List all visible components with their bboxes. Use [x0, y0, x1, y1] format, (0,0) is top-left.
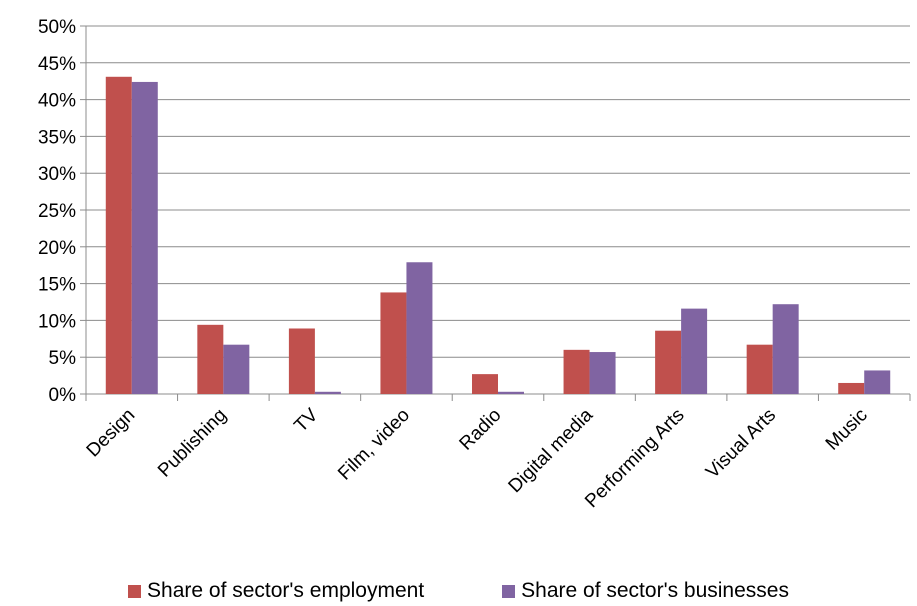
- y-tick-label: 15%: [38, 275, 76, 296]
- y-tick-label: 25%: [38, 201, 76, 222]
- x-category-label: Performing Arts: [581, 405, 688, 512]
- x-category-label: Radio: [456, 405, 506, 455]
- bar-businesses: [314, 391, 341, 394]
- bar-employment: [563, 349, 590, 394]
- legend-item-businesses: Share of sector's businesses: [502, 578, 789, 604]
- y-tick-label: 5%: [49, 348, 77, 369]
- bar-businesses: [406, 262, 433, 394]
- y-tick-label: 10%: [38, 311, 76, 332]
- y-tick-label: 20%: [38, 238, 76, 259]
- x-category-label: TV: [290, 404, 322, 436]
- x-category-label: Visual Arts: [702, 405, 780, 483]
- bar-businesses: [131, 81, 158, 394]
- legend-label-employment: Share of sector's employment: [147, 579, 425, 602]
- bar-chart: 0% 5% 10% 15% 20% 25% 30% 35% 40% 45% 50% Design Pub…: [38, 17, 911, 512]
- bar-employment: [655, 330, 682, 394]
- x-category-label: Film, video: [334, 405, 414, 485]
- y-tick-label: 50%: [38, 17, 76, 38]
- legend-label-businesses: Share of sector's businesses: [521, 579, 789, 602]
- x-category-label: Music: [822, 405, 872, 455]
- y-tick-label: 30%: [38, 164, 76, 185]
- legend-swatch-employment: [128, 584, 142, 598]
- bar-businesses: [223, 344, 250, 394]
- legend-swatch-businesses: [502, 584, 516, 598]
- x-category-label: Publishing: [154, 405, 231, 482]
- bar-businesses: [772, 304, 799, 394]
- bar-employment: [197, 324, 224, 394]
- bar-employment: [105, 76, 132, 394]
- y-tick-label: 0%: [49, 385, 77, 406]
- legend: Share of sector's employment Share of se…: [0, 578, 917, 604]
- y-tick-label: 45%: [38, 54, 76, 75]
- legend-item-employment: Share of sector's employment: [128, 578, 424, 604]
- x-category-label: Design: [83, 405, 140, 462]
- bar-businesses: [864, 370, 891, 394]
- bar-businesses: [498, 391, 524, 394]
- bar-employment: [838, 382, 865, 394]
- y-tick-label: 35%: [38, 127, 76, 148]
- bar-employment: [472, 374, 498, 394]
- bar-businesses: [681, 308, 708, 394]
- bar-employment: [288, 328, 315, 394]
- bar-employment: [746, 344, 773, 394]
- y-tick-label: 40%: [38, 91, 76, 112]
- bar-employment: [380, 292, 407, 394]
- bar-businesses: [589, 352, 616, 394]
- x-category-label: Digital media: [505, 404, 598, 497]
